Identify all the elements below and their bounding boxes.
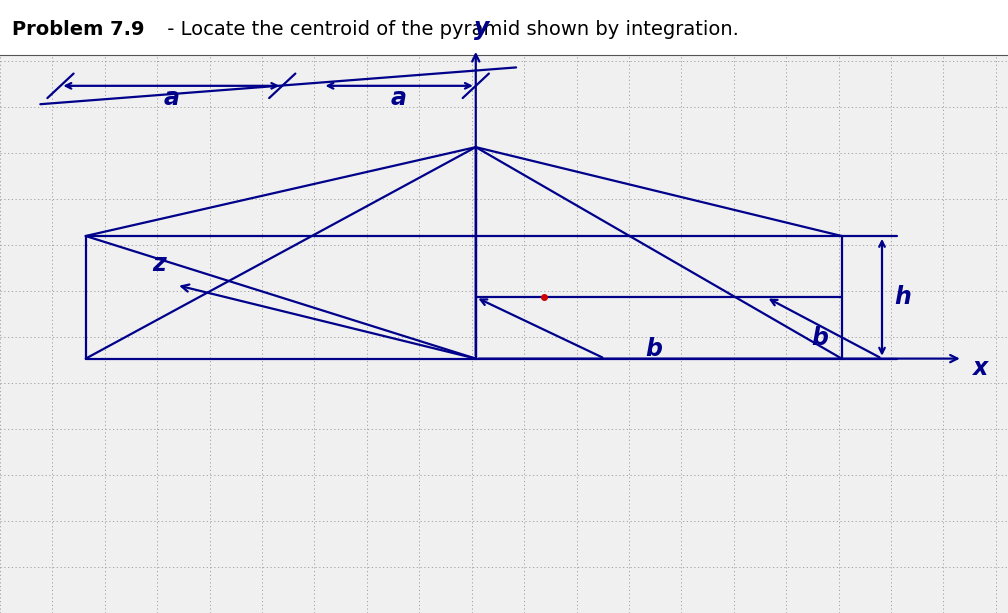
Bar — [0, 0, 1008, 55]
Text: Problem 7.9: Problem 7.9 — [12, 20, 144, 39]
Text: a: a — [390, 86, 406, 110]
Text: x: x — [973, 356, 988, 380]
Text: y: y — [474, 16, 490, 40]
Text: - Locate the centroid of the pyramid shown by integration.: - Locate the centroid of the pyramid sho… — [161, 20, 739, 39]
Text: z: z — [152, 252, 166, 276]
Text: h: h — [894, 285, 911, 310]
Text: a: a — [163, 86, 179, 110]
Text: b: b — [645, 337, 662, 362]
Text: b: b — [811, 326, 829, 351]
